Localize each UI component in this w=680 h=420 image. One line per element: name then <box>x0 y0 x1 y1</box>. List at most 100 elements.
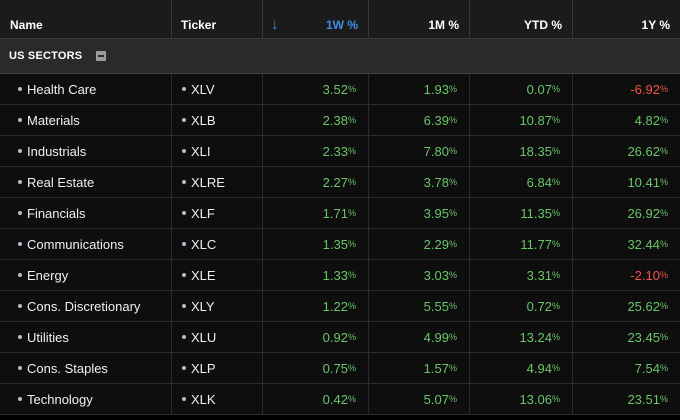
percent-value: 25.62 <box>627 298 660 314</box>
table-row[interactable]: Energy XLE 1.33% 3.03% 3.31% -2.10% <box>0 260 680 291</box>
percent-value: 1.93 <box>423 81 449 97</box>
ticker-symbol[interactable]: XLF <box>191 205 215 221</box>
percent-sign: % <box>551 177 560 187</box>
table-row[interactable]: Technology XLK 0.42% 5.07% 13.06% 23.51% <box>0 384 680 415</box>
cell-ytd: 3.31% <box>470 260 573 290</box>
cell-w1: 1.22% <box>263 291 369 321</box>
table-row[interactable]: Cons. Discretionary XLY 1.22% 5.55% 0.72% 25.… <box>0 291 680 322</box>
sector-name[interactable]: Cons. Staples <box>27 360 108 376</box>
table-row[interactable]: Utilities XLU 0.92% 4.99% 13.24% 23.45% <box>0 322 680 353</box>
bullet-icon <box>18 335 22 339</box>
sector-name[interactable]: Utilities <box>27 329 69 345</box>
percent-sign: % <box>659 115 668 125</box>
cell-m1: 7.80% <box>369 136 470 166</box>
cell-ytd: 10.87% <box>470 105 573 135</box>
ticker-symbol[interactable]: XLK <box>191 391 216 407</box>
percent-sign: % <box>448 301 457 311</box>
table-row[interactable]: Financials XLF 1.71% 3.95% 11.35% 26.92% <box>0 198 680 229</box>
sector-name[interactable]: Technology <box>27 391 93 407</box>
ticker-symbol[interactable]: XLC <box>191 236 217 252</box>
minus-square-icon[interactable] <box>96 51 107 61</box>
cell-ticker: XLU <box>172 322 263 352</box>
percent-value: 26.92 <box>627 205 660 221</box>
ticker-symbol[interactable]: XLV <box>191 81 215 97</box>
percent-sign: % <box>551 363 560 373</box>
column-header-name-label: Name <box>10 18 43 32</box>
cell-ticker: XLI <box>172 136 263 166</box>
column-header-name[interactable]: Name <box>0 0 172 38</box>
table-row[interactable]: Health Care XLV 3.52% 1.93% 0.07% -6.92% <box>0 74 680 105</box>
bullet-icon <box>18 118 22 122</box>
table-row[interactable]: Cons. Staples XLP 0.75% 1.57% 4.94% 7.54% <box>0 353 680 384</box>
cell-name: Cons. Staples <box>0 353 172 383</box>
column-header-1m[interactable]: 1M % <box>369 0 470 38</box>
cell-y1: 10.41% <box>573 167 680 197</box>
ticker-symbol[interactable]: XLRE <box>191 174 225 190</box>
column-header-ticker[interactable]: Ticker <box>172 0 263 38</box>
percent-value: 4.82 <box>634 112 660 128</box>
ticker-symbol[interactable]: XLY <box>191 298 215 314</box>
percent-sign: % <box>551 239 560 249</box>
cell-y1: -6.92% <box>573 74 680 104</box>
cell-ticker: XLY <box>172 291 263 321</box>
percent-sign: % <box>347 363 356 373</box>
percent-sign: % <box>448 177 457 187</box>
cell-m1: 1.57% <box>369 353 470 383</box>
percent-sign: % <box>448 239 457 249</box>
group-row-us-sectors[interactable]: US SECTORS <box>0 39 680 74</box>
percent-sign: % <box>659 332 668 342</box>
percent-sign: % <box>551 332 560 342</box>
sector-name[interactable]: Energy <box>27 267 69 283</box>
cell-y1: 26.62% <box>573 136 680 166</box>
cell-name: Materials <box>0 105 172 135</box>
percent-sign: % <box>551 208 560 218</box>
cell-name: Communications <box>0 229 172 259</box>
sector-name[interactable]: Cons. Discretionary <box>27 298 141 314</box>
percent-value: 0.92 <box>322 329 348 345</box>
bullet-icon <box>18 180 22 184</box>
percent-value: -2.10 <box>630 267 660 283</box>
bullet-icon <box>182 335 186 339</box>
percent-sign: % <box>551 394 560 404</box>
cell-ticker: XLK <box>172 384 263 414</box>
sector-name[interactable]: Financials <box>27 205 86 221</box>
table-row[interactable]: Industrials XLI 2.33% 7.80% 18.35% 26.62% <box>0 136 680 167</box>
percent-sign: % <box>448 394 457 404</box>
ticker-symbol[interactable]: XLP <box>191 360 216 376</box>
percent-value: 18.35 <box>519 143 552 159</box>
percent-value: 11.77 <box>520 236 552 252</box>
sector-name[interactable]: Health Care <box>27 81 97 97</box>
cell-y1: 32.44% <box>573 229 680 259</box>
sector-name[interactable]: Materials <box>27 112 80 128</box>
percent-value: 0.07 <box>526 81 552 97</box>
column-header-1w[interactable]: ↓ 1W % <box>263 0 369 38</box>
percent-value: 1.71 <box>322 205 348 221</box>
table-row[interactable]: Real Estate XLRE 2.27% 3.78% 6.84% 10.41% <box>0 167 680 198</box>
table-row[interactable]: Communications XLC 1.35% 2.29% 11.77% 32.44% <box>0 229 680 260</box>
sector-name[interactable]: Communications <box>27 236 124 252</box>
percent-value: 13.24 <box>519 329 552 345</box>
percent-sign: % <box>448 84 457 94</box>
column-header-1m-label: 1M % <box>428 18 459 32</box>
percent-sign: % <box>448 332 457 342</box>
cell-ytd: 13.24% <box>470 322 573 352</box>
column-header-ytd[interactable]: YTD % <box>470 0 573 38</box>
cell-w1: 1.33% <box>263 260 369 290</box>
percent-sign: % <box>347 270 356 280</box>
percent-sign: % <box>551 301 560 311</box>
percent-value: 23.51 <box>627 391 660 407</box>
sector-name[interactable]: Real Estate <box>27 174 95 190</box>
sector-name[interactable]: Industrials <box>27 143 87 159</box>
percent-value: 3.31 <box>526 267 552 283</box>
table-row[interactable]: Materials XLB 2.38% 6.39% 10.87% 4.82% <box>0 105 680 136</box>
column-header-ticker-label: Ticker <box>181 18 217 32</box>
ticker-symbol[interactable]: XLB <box>191 112 216 128</box>
column-header-1y[interactable]: 1Y % <box>573 0 680 38</box>
percent-value: 3.03 <box>423 267 449 283</box>
ticker-symbol[interactable]: XLE <box>191 267 216 283</box>
bullet-icon <box>182 273 186 277</box>
ticker-symbol[interactable]: XLU <box>191 329 217 345</box>
cell-w1: 0.42% <box>263 384 369 414</box>
percent-sign: % <box>659 208 668 218</box>
ticker-symbol[interactable]: XLI <box>191 143 211 159</box>
